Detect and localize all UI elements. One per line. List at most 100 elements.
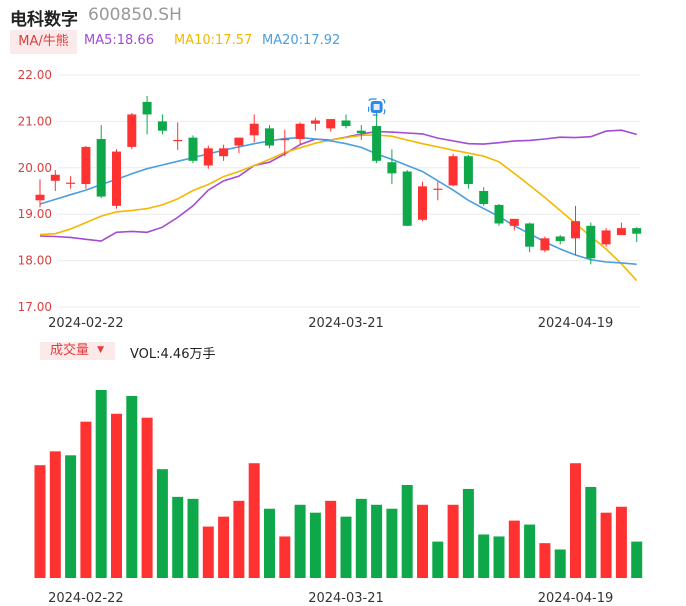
candle-body [494, 204, 504, 224]
dropdown-arrow-icon: ▼ [97, 345, 105, 355]
candle [479, 187, 489, 206]
candle [586, 222, 596, 265]
candle [632, 227, 642, 243]
candle-body [616, 228, 626, 236]
candle-body [372, 126, 382, 161]
volume-bar [631, 541, 643, 578]
candle [81, 145, 91, 189]
ma-indicator-button[interactable]: MA/牛熊 [10, 30, 77, 54]
volume-indicator-label: 成交量 [50, 343, 90, 358]
candle-body [188, 137, 198, 161]
candle-body [448, 156, 458, 186]
price-tick-label: 19.00 [18, 207, 52, 221]
candle [326, 119, 336, 132]
volume-bar [386, 508, 398, 578]
price-tick-label: 17.00 [18, 300, 52, 314]
candle-body [173, 139, 183, 142]
candle-body [219, 148, 229, 157]
candle-body [81, 146, 91, 185]
candle-body [433, 188, 443, 190]
candle [356, 125, 366, 140]
candle [387, 149, 397, 185]
candle-body [50, 174, 60, 181]
candle [571, 205, 580, 256]
ma-line-ma20 [39, 136, 637, 266]
candle-body [35, 194, 45, 201]
price-tick-label: 22.00 [18, 68, 52, 82]
candle-body [280, 139, 290, 141]
date-tick-label: 2024-04-19 [538, 591, 614, 606]
volume-bar [371, 504, 383, 578]
candle-body [601, 230, 611, 245]
volume-bar [95, 390, 107, 578]
candle [173, 122, 183, 151]
volume-bar [508, 520, 520, 578]
stock-code: 600850.SH [88, 5, 182, 25]
price-tick-label: 21.00 [18, 114, 52, 128]
candle [280, 129, 290, 157]
candle [372, 108, 382, 164]
volume-bar [279, 536, 291, 578]
candle [50, 170, 60, 191]
volume-bars [34, 390, 643, 578]
ma5-legend: MA5:18.66 [84, 33, 154, 48]
candle [112, 149, 121, 209]
candle [418, 181, 427, 222]
volume-bar [447, 504, 459, 578]
candle [341, 114, 351, 129]
candle-body [525, 223, 535, 247]
volume-bar [172, 496, 184, 578]
candlesticks [35, 95, 642, 265]
candle-body [356, 130, 366, 133]
candle [463, 154, 473, 189]
candle [509, 218, 519, 231]
volume-bar [462, 488, 474, 578]
candle [265, 125, 274, 149]
price-tick-label: 20.00 [18, 161, 52, 175]
candle-body [418, 186, 427, 220]
candle [310, 117, 320, 131]
volume-bar [202, 526, 214, 578]
marker-glyph [373, 104, 380, 110]
candle-body [234, 137, 244, 146]
candle [601, 228, 611, 247]
date-tick-label: 2024-02-22 [48, 591, 124, 606]
candle [188, 135, 198, 164]
candle [402, 170, 412, 226]
candle-body [96, 139, 106, 197]
candle-body [265, 128, 274, 146]
volume-bar [141, 417, 153, 578]
volume-bar [355, 498, 367, 578]
candle [540, 236, 550, 253]
volume-bar [248, 463, 260, 578]
candle-body [112, 151, 121, 206]
event-marker[interactable] [368, 98, 386, 116]
volume-bar [554, 549, 566, 578]
candle-body [295, 123, 305, 140]
candle [433, 181, 443, 201]
candle [96, 125, 106, 198]
volume-value: VOL:4.46万手 [130, 347, 216, 362]
volume-bar [218, 516, 230, 578]
candle [219, 144, 229, 161]
volume-bar [294, 504, 306, 578]
volume-bar [615, 506, 627, 578]
price-axis: 22.00 21.00 20.00 19.00 18.00 17.00 [18, 68, 52, 314]
volume-indicator-button[interactable]: 成交量 ▼ [40, 342, 115, 360]
candle-body [509, 218, 519, 226]
candle [66, 176, 76, 189]
candle-body [540, 238, 550, 251]
volume-bar [401, 484, 413, 578]
candle-body [586, 225, 596, 259]
ma-line-ma10 [39, 134, 638, 282]
candle [35, 179, 45, 208]
volume-bar [34, 465, 46, 578]
date-tick-label: 2024-03-21 [308, 316, 384, 331]
candle-body [555, 236, 565, 242]
candle-body [479, 191, 489, 204]
volume-bar [585, 486, 597, 578]
candle-body [463, 156, 473, 185]
candle [203, 145, 213, 169]
candle-body [66, 182, 76, 184]
